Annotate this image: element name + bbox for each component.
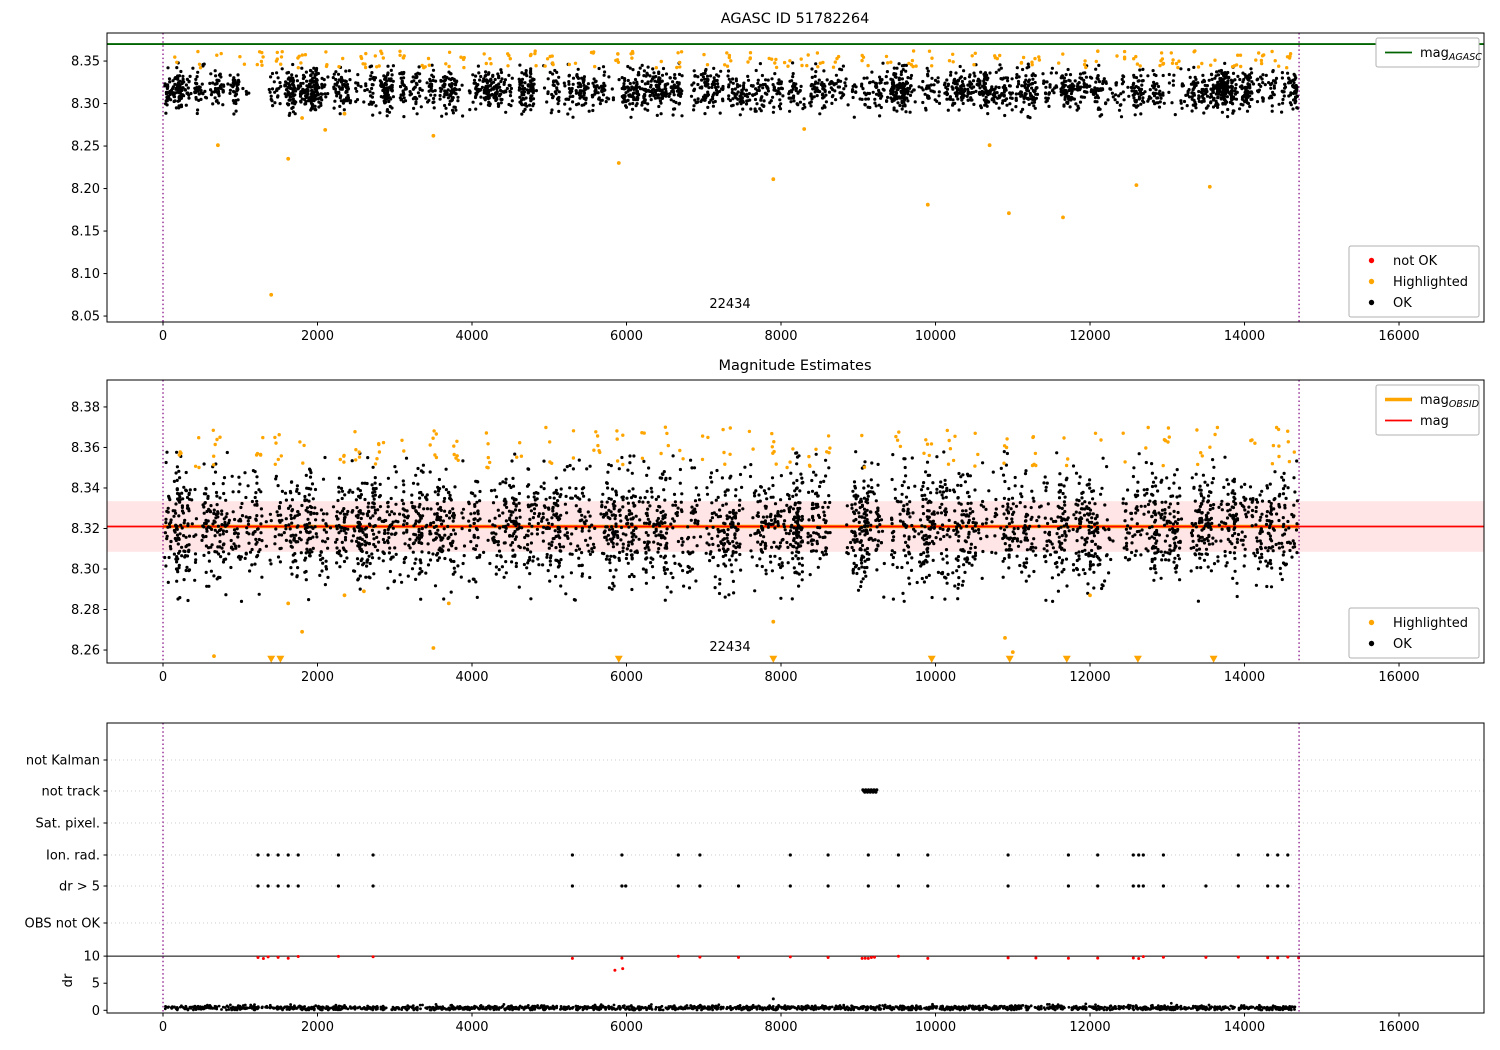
svg-text:4000: 4000 xyxy=(455,329,488,344)
chart-agasc-obsid-annotation: 22434 xyxy=(709,297,751,312)
chart-agasc-title: AGASC ID 51782264 xyxy=(720,11,870,27)
chart-magnitude_estimates xyxy=(107,425,1484,663)
svg-text:8.20: 8.20 xyxy=(71,182,100,197)
svg-text:not OK: not OK xyxy=(1393,254,1438,269)
svg-text:OK: OK xyxy=(1393,296,1412,311)
svg-text:8000: 8000 xyxy=(764,329,797,344)
svg-text:0: 0 xyxy=(159,329,167,344)
svg-text:8.30: 8.30 xyxy=(71,97,100,112)
svg-text:12000: 12000 xyxy=(1069,329,1110,344)
flag-row-label: not track xyxy=(41,785,100,800)
flag-row-label: OBS not OK xyxy=(25,917,101,932)
svg-text:16000: 16000 xyxy=(1378,329,1419,344)
chart-flags: not Kalman not track Sat. pixel. Ion. rad. d… xyxy=(25,754,1484,1019)
svg-text:8.05: 8.05 xyxy=(71,310,100,325)
svg-text:8.15: 8.15 xyxy=(71,225,100,240)
dr-axis-label: dr xyxy=(61,973,76,987)
flag-row-label: Sat. pixel. xyxy=(36,817,100,832)
chart-magnitude-obsid-annotation: 22434 xyxy=(709,640,751,655)
svg-text:2000: 2000 xyxy=(301,329,334,344)
svg-text:10000: 10000 xyxy=(915,329,956,344)
svg-text:8.10: 8.10 xyxy=(71,267,100,282)
flag-row-label: dr > 5 xyxy=(59,880,100,895)
svg-text:14000: 14000 xyxy=(1224,329,1265,344)
svg-text:Highlighted: Highlighted xyxy=(1393,275,1468,290)
legend-bottom-right: not OK Highlighted OK xyxy=(1348,245,1480,318)
svg-text:8.25: 8.25 xyxy=(71,140,100,155)
chart-agasc xyxy=(107,43,1484,297)
svg-text:8.35: 8.35 xyxy=(71,55,100,70)
flag-row-label: Ion. rad. xyxy=(46,849,100,864)
flag-row-label: not Kalman xyxy=(26,754,100,769)
legend-top-right: magAGASC xyxy=(1375,37,1482,68)
svg-text:6000: 6000 xyxy=(610,329,643,344)
chart-magnitude-title: Magnitude Estimates xyxy=(718,358,872,374)
